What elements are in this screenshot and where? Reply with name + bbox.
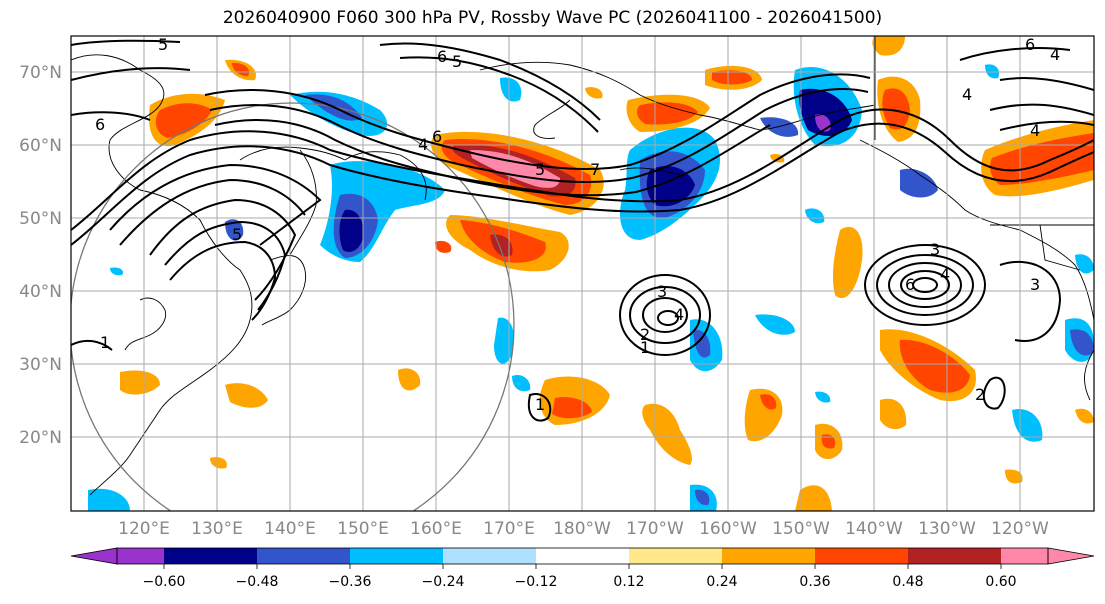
colorbar-extension-left [70, 547, 118, 565]
colorbar-frame [116, 547, 1049, 565]
svg-text:4: 4 [962, 85, 972, 104]
colorbar-segment [257, 548, 350, 564]
svg-text:1: 1 [640, 338, 650, 357]
svg-text:6: 6 [905, 275, 915, 294]
map-plot-area: 5 6 6 5 6 5 1 4 4 5 7 3 3 4 2 1 3 4 6 1 … [71, 35, 1094, 511]
svg-text:4: 4 [1050, 45, 1060, 64]
lat-label: 60°N [19, 136, 62, 156]
colorbar-segment [908, 548, 1001, 564]
colorbar-segment [443, 548, 536, 564]
colorbar-segment [722, 548, 815, 564]
longitude-axis: 120°E 130°E 140°E 150°E 160°E 170°E 180°… [118, 519, 1049, 539]
svg-text:6: 6 [437, 47, 447, 66]
svg-text:1: 1 [100, 333, 110, 352]
colorbar-tick-label: −0.60 [143, 574, 186, 590]
lon-label: 180°W [553, 519, 611, 539]
colorbar-tick-label: −0.36 [329, 574, 372, 590]
lon-label: 120°E [118, 519, 170, 539]
svg-text:4: 4 [418, 135, 428, 154]
lat-label: 30°N [19, 355, 62, 375]
colorbar-tick-label: 0.12 [613, 574, 644, 590]
lon-label: 140°E [264, 519, 316, 539]
svg-text:5: 5 [452, 52, 462, 71]
colorbar-segment [117, 548, 164, 564]
lon-label: 170°W [626, 519, 684, 539]
svg-text:3: 3 [657, 282, 667, 301]
svg-text:5: 5 [535, 160, 545, 179]
lon-label: 170°E [483, 519, 535, 539]
svg-text:1: 1 [535, 395, 545, 414]
lon-label: 160°W [699, 519, 757, 539]
colorbar-tick-label: 0.60 [985, 574, 1016, 590]
colorbar-segment [815, 548, 908, 564]
lon-label: 130°W [918, 519, 976, 539]
svg-text:3: 3 [1030, 275, 1040, 294]
lat-label: 20°N [19, 428, 62, 448]
lon-label: 160°E [410, 519, 462, 539]
colorbar-segment [164, 548, 257, 564]
svg-text:3: 3 [930, 240, 940, 259]
svg-text:5: 5 [158, 35, 168, 54]
colorbar-tick-label: 0.36 [799, 574, 830, 590]
colorbar-tick-label: −0.12 [515, 574, 558, 590]
svg-text:4: 4 [940, 265, 950, 284]
svg-text:4: 4 [1030, 121, 1040, 140]
svg-text:6: 6 [432, 127, 442, 146]
svg-text:6: 6 [95, 115, 105, 134]
colorbar-segment [536, 548, 629, 564]
colorbar-segment [1001, 548, 1048, 564]
colorbar-segment [350, 548, 443, 564]
colorbar: −0.60 −0.48 −0.36 −0.24 −0.12 0.12 0.24 0.36 0.4… [70, 547, 1095, 590]
lat-label: 70°N [19, 63, 62, 83]
colorbar-tick-label: 0.48 [892, 574, 923, 590]
svg-text:6: 6 [1025, 35, 1035, 54]
lat-label: 40°N [19, 282, 62, 302]
region-circle [71, 102, 515, 511]
map-frame [70, 35, 1095, 512]
svg-text:2: 2 [975, 385, 985, 404]
lon-label: 150°E [337, 519, 389, 539]
svg-text:2: 2 [640, 325, 650, 344]
pc-contours [71, 39, 1094, 321]
lon-label: 140°W [845, 519, 903, 539]
svg-text:5: 5 [232, 225, 242, 244]
pc-contours-lows [71, 244, 1062, 422]
latitude-axis: 70°N 60°N 50°N 40°N 30°N 20°N [19, 63, 62, 448]
lon-label: 120°W [991, 519, 1049, 539]
lon-label: 150°W [772, 519, 830, 539]
contour-labels: 5 6 6 5 6 5 1 4 4 5 7 3 3 4 2 1 3 4 6 1 … [95, 35, 1060, 414]
lat-label: 50°N [19, 209, 62, 229]
colorbar-tick-label: −0.24 [422, 574, 465, 590]
colorbar-extension-right [1047, 547, 1095, 565]
svg-text:4: 4 [674, 305, 684, 324]
colorbar-tick-label: −0.48 [236, 574, 279, 590]
lon-label: 130°E [191, 519, 243, 539]
svg-text:7: 7 [590, 160, 600, 179]
map-title: 2026040900 F060 300 hPa PV, Rossby Wave … [222, 8, 883, 28]
colorbar-tick-label: 0.24 [706, 574, 737, 590]
colorbar-segment [629, 548, 722, 564]
